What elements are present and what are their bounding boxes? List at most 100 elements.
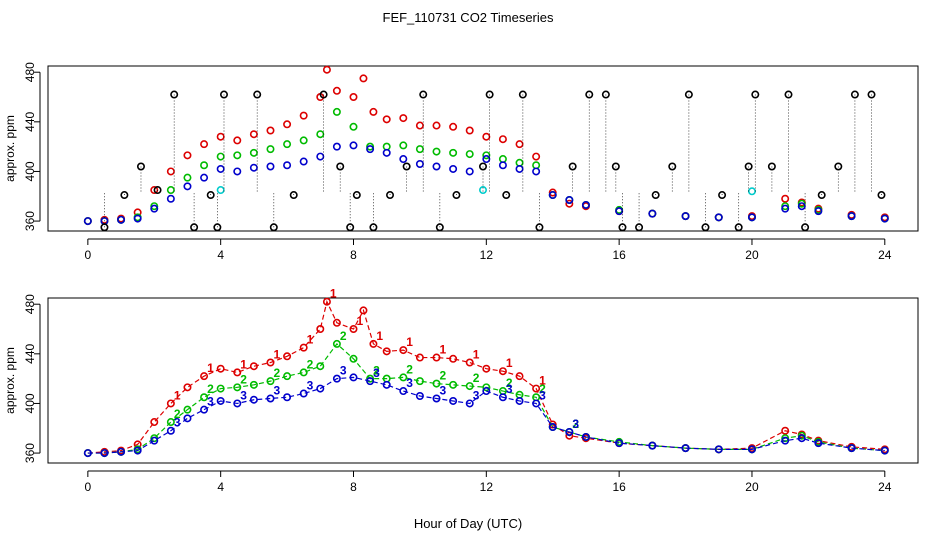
panel-bottom-data-point bbox=[322, 297, 331, 306]
panel-top-data-point bbox=[233, 151, 242, 160]
panel-bottom-data-point bbox=[432, 394, 441, 403]
panel-bottom-data-point bbox=[83, 449, 92, 458]
panel-top-data-point bbox=[668, 162, 677, 171]
panel-bottom-data-point bbox=[332, 374, 341, 383]
panel-bottom-point-label: 3 bbox=[273, 383, 280, 397]
panel-top-data-point bbox=[216, 164, 225, 173]
panel-top-data-point bbox=[283, 140, 292, 149]
panel-bottom-data-point bbox=[349, 373, 358, 382]
panel-top-data-point bbox=[166, 194, 175, 203]
panel-top-data-point bbox=[784, 90, 793, 99]
panel-bottom-point-label: 2 bbox=[174, 407, 181, 421]
panel-top-data-point bbox=[349, 141, 358, 150]
panel-top-y-tick-label: 360 bbox=[23, 211, 37, 231]
panel-bottom-point-label: 2 bbox=[572, 417, 579, 431]
panel-top-data-point bbox=[801, 223, 810, 232]
panel-bottom-point-label: 1 bbox=[174, 388, 181, 402]
panel-top-data-point bbox=[190, 223, 199, 232]
panel-bottom-point-label: 1 bbox=[307, 333, 314, 347]
panel-bottom-data-point bbox=[449, 380, 458, 389]
panel-bottom-point-label: 3 bbox=[174, 416, 181, 430]
x-axis-label: Hour of Day (UTC) bbox=[414, 516, 522, 531]
panel-top-data-point bbox=[266, 145, 275, 154]
panel-top-data-point bbox=[565, 195, 574, 204]
panel-top-data-point bbox=[834, 162, 843, 171]
panel-top-data-point bbox=[847, 212, 856, 221]
panel-top-data-point bbox=[117, 215, 126, 224]
panel-top-x-tick-label: 12 bbox=[480, 248, 494, 262]
panel-bottom-y-tick-label: 400 bbox=[23, 393, 37, 413]
panel-bottom-point-label: 1 bbox=[473, 348, 480, 362]
panel-bottom-data-point bbox=[432, 379, 441, 388]
panel-bottom-data-point bbox=[814, 439, 823, 448]
panel-top-data-point bbox=[449, 122, 458, 131]
panel-top-data-point bbox=[266, 126, 275, 135]
panel-top-data-point bbox=[322, 65, 331, 74]
panel-bottom-data-point bbox=[117, 447, 126, 456]
panel-bottom-data-point bbox=[183, 414, 192, 423]
panel-top-data-point bbox=[299, 136, 308, 145]
panel-top-data-point bbox=[349, 122, 358, 131]
panel-bottom-point-label: 1 bbox=[376, 329, 383, 343]
panel-top-data-point bbox=[369, 223, 378, 232]
panel-bottom-data-point bbox=[465, 382, 474, 391]
panel-bottom-series-green: 2 2 2 2 2 2 2 2 2 2 2 2 2 bbox=[83, 329, 889, 458]
panel-top-data-point bbox=[402, 162, 411, 171]
panel-bottom-point-label: 2 bbox=[406, 362, 413, 376]
panel-bottom-point-label: 2 bbox=[539, 382, 546, 396]
panel-bottom-data-point bbox=[515, 396, 524, 405]
top-panel: 0 4 8 12 16 20 24 360 400 440 480 approx. ppm bbox=[3, 62, 919, 262]
panel-top-data-point bbox=[747, 187, 756, 196]
panel-bottom-data-point bbox=[283, 393, 292, 402]
panel-top-data-point bbox=[684, 90, 693, 99]
panel-top-x-tick-label: 16 bbox=[612, 248, 626, 262]
panel-top-data-point bbox=[83, 217, 92, 226]
panel-top-data-point bbox=[618, 223, 627, 232]
panel-top-y-tick-label: 440 bbox=[23, 111, 37, 131]
panel-top-data-point bbox=[366, 142, 375, 151]
panel-top-data-point bbox=[518, 90, 527, 99]
panel-bottom-data-point bbox=[415, 377, 424, 386]
panel-top-data-point bbox=[266, 162, 275, 171]
panel-top-data-point bbox=[432, 162, 441, 171]
panel-bottom-data-point bbox=[465, 399, 474, 408]
panel-bottom-data-point bbox=[200, 393, 209, 402]
panel-bottom-data-point bbox=[532, 384, 541, 393]
panel-bottom-point-label: 3 bbox=[406, 376, 413, 390]
panel-bottom-data-point bbox=[183, 405, 192, 414]
panel-bottom-data-point bbox=[366, 377, 375, 386]
panel-bottom-data-point bbox=[216, 364, 225, 373]
panel-top-data-point bbox=[482, 132, 491, 141]
panel-top-data-point bbox=[219, 90, 228, 99]
panel-top-data-point bbox=[781, 194, 790, 203]
panel-bottom-data-point bbox=[233, 399, 242, 408]
panel-top-data-point bbox=[432, 147, 441, 156]
panel-bottom-data-point bbox=[399, 346, 408, 355]
panel-bottom-data-point bbox=[299, 368, 308, 377]
panel-top-data-point bbox=[701, 223, 710, 232]
panel-bottom-point-label: 2 bbox=[473, 371, 480, 385]
panel-top-data-point bbox=[133, 214, 142, 223]
panel-bottom-data-point bbox=[482, 387, 491, 396]
panel-top-data-point bbox=[150, 204, 159, 213]
panel-bottom-data-point bbox=[581, 432, 590, 441]
panel-bottom-data-point bbox=[166, 399, 175, 408]
panel-bottom-data-point bbox=[316, 325, 325, 334]
panel-top-data-point bbox=[349, 93, 358, 102]
panel-bottom-data-point bbox=[299, 389, 308, 398]
panel-top-data-point bbox=[200, 140, 209, 149]
panel-top-data-point bbox=[485, 90, 494, 99]
panel-bottom-y-tick-label: 360 bbox=[23, 443, 37, 463]
panel-bottom-data-point bbox=[648, 441, 657, 450]
panel-top-data-point bbox=[249, 163, 258, 172]
panel-bottom-data-point bbox=[200, 372, 209, 381]
panel-top-data-point bbox=[386, 191, 395, 200]
figure-title: FEF_110731 CO2 Timeseries bbox=[383, 10, 554, 25]
panel-top-data-point bbox=[249, 130, 258, 139]
panel-bottom-point-label: 1 bbox=[406, 335, 413, 349]
panel-top-series-cyan bbox=[216, 186, 756, 196]
panel-top-data-point bbox=[382, 115, 391, 124]
panel-top-x-tick-label: 0 bbox=[85, 248, 92, 262]
panel-bottom-data-point bbox=[565, 427, 574, 436]
